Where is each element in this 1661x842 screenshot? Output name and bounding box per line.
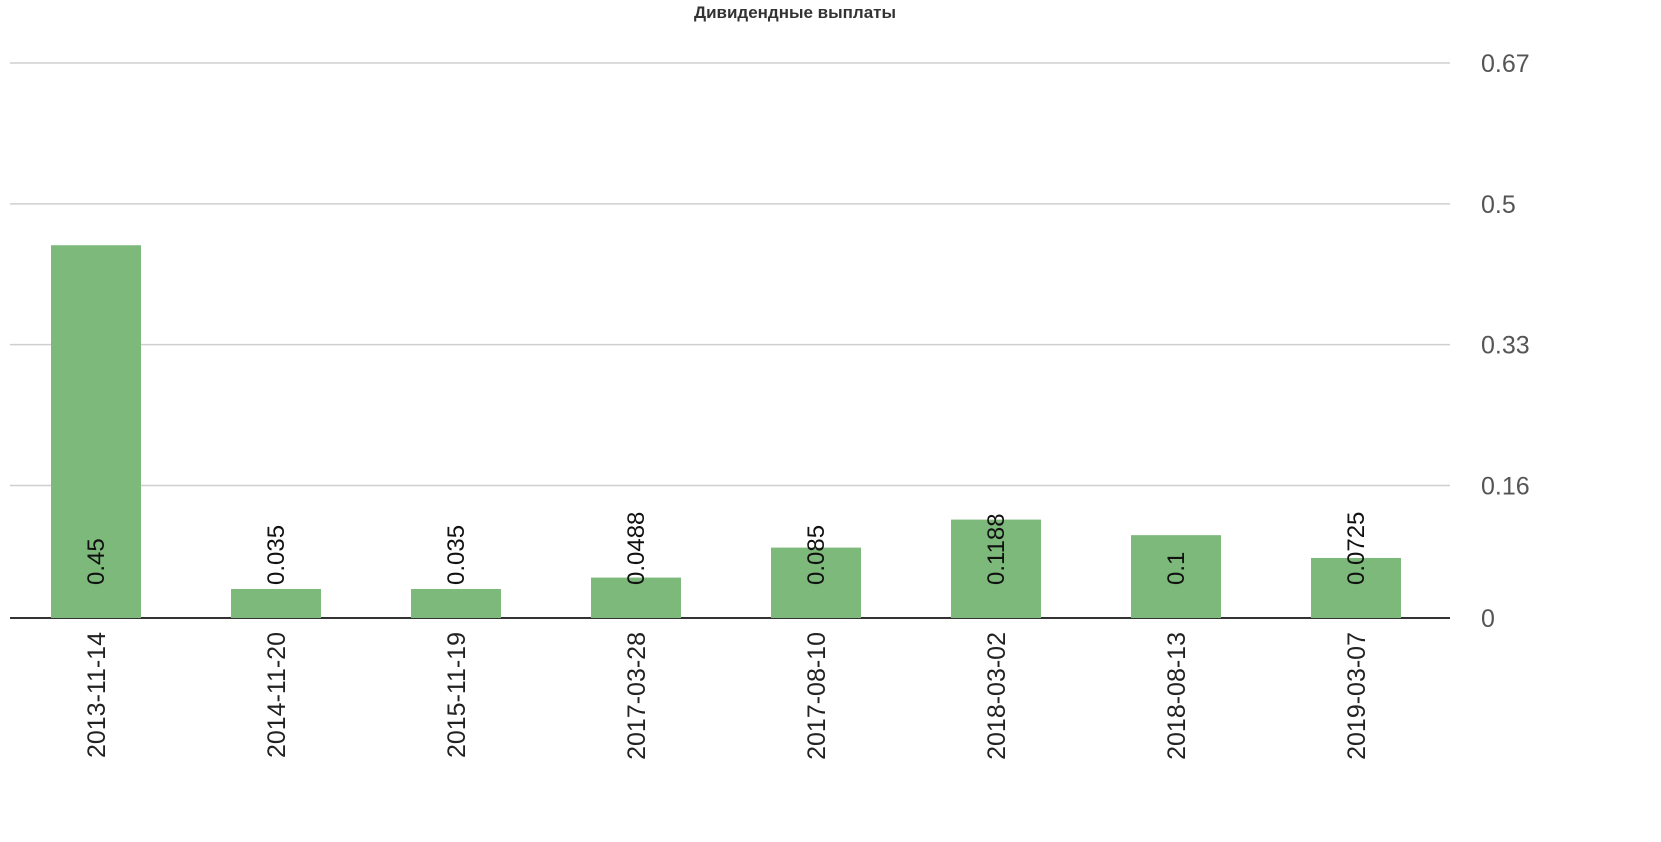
- data-label: 0.035: [263, 525, 290, 585]
- data-label: 0.1: [1163, 552, 1190, 585]
- x-category-label: 2014-11-20: [263, 632, 291, 758]
- bar[interactable]: [771, 547, 861, 618]
- bar[interactable]: [411, 589, 501, 618]
- y-axis-tick-labels: 0 0.16 0.33 0.5 0.67: [1481, 50, 1530, 633]
- data-label: 0.0725: [1343, 512, 1370, 585]
- x-category-label: 2015-11-19: [443, 632, 471, 758]
- data-labels: 0.45 0.035 0.035 0.0488 0.085 0.1188 0.1 0.0725: [83, 512, 1370, 585]
- data-label: 0.085: [803, 525, 830, 585]
- y-tick-label: 0.67: [1481, 50, 1530, 78]
- x-category-label: 2017-08-10: [803, 632, 831, 760]
- x-category-label: 2018-08-13: [1163, 632, 1191, 760]
- x-category-label: 2013-11-14: [83, 632, 111, 758]
- x-category-label: 2019-03-07: [1343, 632, 1371, 760]
- bar[interactable]: [951, 519, 1041, 618]
- gridlines: [10, 62, 1450, 619]
- x-axis-category-labels: 2013-11-14 2014-11-20 2015-11-19 2017-03-28…: [83, 632, 1371, 760]
- x-category-label: 2017-03-28: [623, 632, 651, 760]
- y-tick-label: 0.5: [1481, 191, 1516, 219]
- bar[interactable]: [1311, 557, 1401, 618]
- data-label: 0.0488: [623, 512, 650, 585]
- y-tick-label: 0: [1481, 605, 1495, 633]
- bar[interactable]: [591, 577, 681, 618]
- chart-title: Дивидендные выплаты: [694, 3, 896, 22]
- bar[interactable]: [231, 589, 321, 618]
- bar[interactable]: [1131, 535, 1221, 618]
- bar[interactable]: [51, 245, 141, 618]
- y-tick-label: 0.33: [1481, 332, 1530, 360]
- data-label: 0.1188: [983, 513, 1010, 585]
- data-label: 0.45: [83, 538, 110, 585]
- data-label: 0.035: [443, 525, 470, 585]
- x-category-label: 2018-03-02: [983, 632, 1011, 760]
- bars: [51, 245, 1401, 618]
- y-tick-label: 0.16: [1481, 472, 1530, 500]
